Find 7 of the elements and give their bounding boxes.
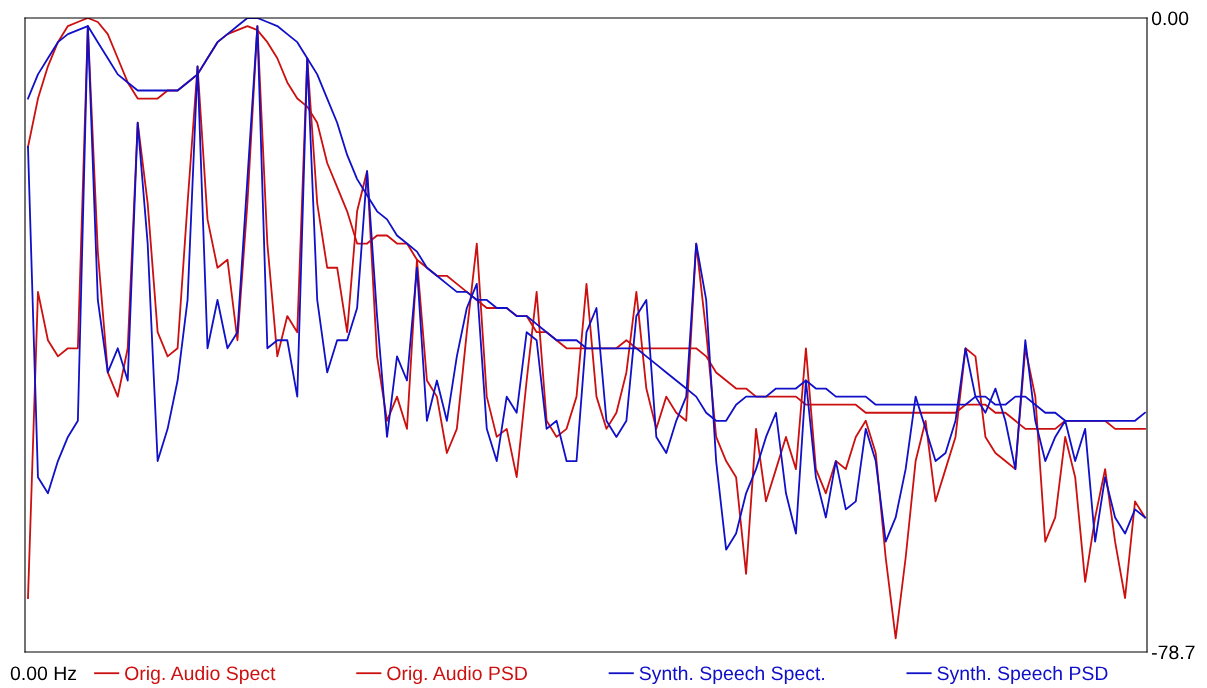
legend-label: Synth. Speech Spect. bbox=[639, 665, 824, 685]
y-tick-label: 0.00 bbox=[1151, 11, 1189, 26]
legend-label: Synth. Speech PSD bbox=[937, 665, 1108, 685]
legend-label: Orig. Audio Spect bbox=[125, 665, 276, 685]
legend-label: Orig. Audio PSD bbox=[387, 665, 527, 685]
text: 0.00 Hz bbox=[10, 666, 77, 681]
y-tick-label: -78.7 bbox=[1152, 645, 1195, 660]
